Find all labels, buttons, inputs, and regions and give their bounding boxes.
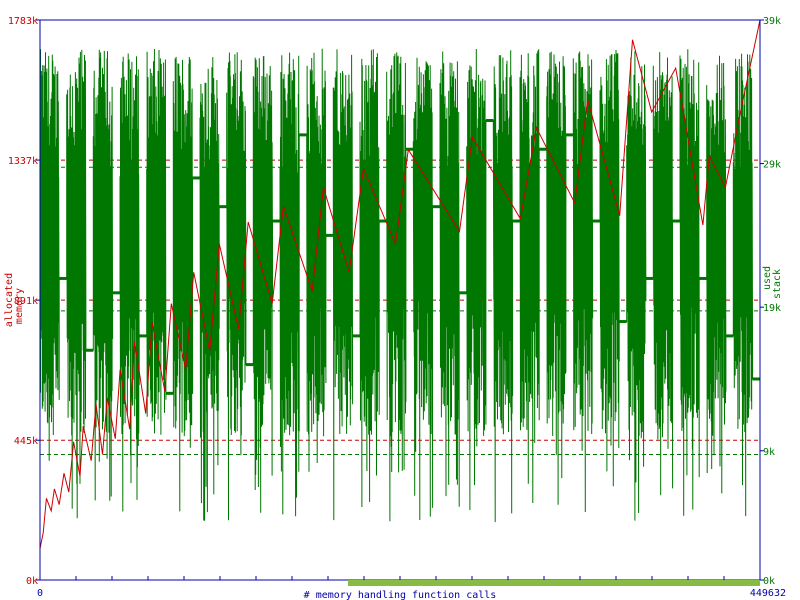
right-tick-label: 29k: [763, 160, 781, 171]
left-tick-label: 1337k: [8, 156, 38, 167]
stack-line: [39, 48, 760, 523]
left-tick-label: 0k: [26, 576, 38, 587]
left-axis-label-line-1: allocated: [4, 273, 15, 327]
right-tick-label: 19k: [763, 303, 781, 314]
stack-series: [39, 48, 760, 523]
left-axis-label: allocated memory: [4, 273, 25, 327]
right-axis-label-line-2: stack: [772, 269, 783, 299]
x-tick-end: 449632: [750, 588, 786, 599]
left-tick-label: 1783k: [8, 16, 38, 27]
left-axis-label-line-2: memory: [14, 288, 25, 324]
right-tick-label: 0k: [763, 576, 775, 587]
right-tick-label: 9k: [763, 447, 775, 458]
x-axis-label: # memory handling function calls: [304, 590, 497, 600]
right-axis-label-line-1: used: [762, 266, 773, 290]
x-minor-ticks: [39, 576, 761, 580]
right-tick-label: 39k: [763, 16, 781, 27]
memory-line: [39, 19, 761, 549]
right-axis-label: used stack: [762, 266, 783, 299]
x-progress-band: [348, 580, 760, 586]
left-tick-label: 891k: [14, 296, 38, 307]
x-tick-start: 0: [37, 588, 43, 599]
left-tick-label: 445k: [14, 436, 38, 447]
right-ticks: 0k 9k 19k 29k 39k: [760, 16, 781, 587]
left-ticks: 0k 445k 891k 1337k 1783k: [8, 16, 40, 587]
memory-series: [39, 19, 761, 549]
